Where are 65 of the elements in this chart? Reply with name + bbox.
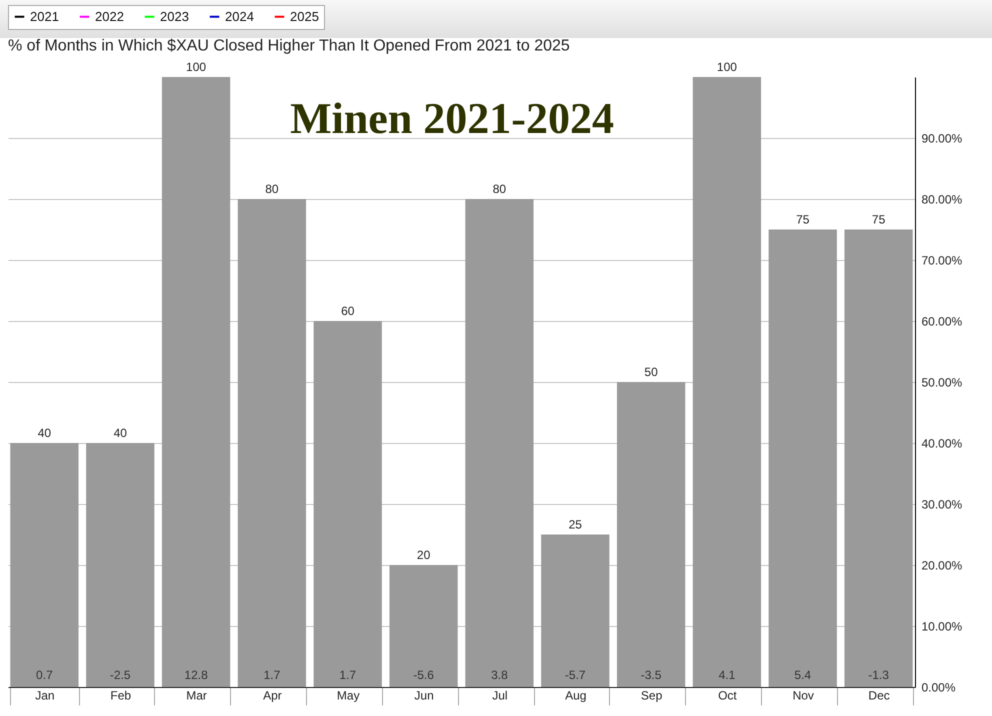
y-tick-label: 60.00%: [922, 314, 963, 328]
annotation: 5.4: [794, 668, 812, 682]
data-label: 40: [38, 426, 52, 440]
legend-label: 2025: [290, 8, 319, 24]
bar: [844, 230, 913, 687]
legend-label: 2021: [30, 8, 59, 24]
x-tick-label: Aug: [565, 688, 586, 702]
data-label: 40: [114, 426, 128, 440]
data-label: 50: [644, 365, 658, 379]
bar: [692, 77, 762, 687]
x-tick-label: Jan: [35, 688, 55, 702]
bar: [389, 565, 458, 687]
x-tick-label: Nov: [792, 688, 814, 702]
data-label: 80: [265, 182, 279, 196]
annotation: 12.8: [184, 668, 208, 682]
annotation: 1.7: [264, 668, 281, 682]
y-tick-label: 0.00%: [922, 680, 956, 694]
legend-label: 2023: [160, 8, 189, 24]
x-tick-label: Mar: [186, 688, 207, 702]
annotation: -2.5: [110, 668, 131, 682]
data-label: 25: [568, 518, 582, 532]
annotation: -5.7: [564, 668, 586, 682]
data-label: 100: [186, 60, 206, 74]
annotation: 0.7: [36, 668, 54, 682]
annotation: -5.6: [413, 668, 434, 682]
data-label: 100: [716, 60, 738, 74]
x-tick-label: Jun: [414, 688, 434, 702]
y-tick-label: 50.00%: [922, 376, 963, 390]
x-tick-label: Sep: [640, 688, 663, 702]
y-tick-label: 70.00%: [922, 254, 963, 268]
bar: [10, 443, 79, 687]
annotation: 3.8: [491, 668, 508, 682]
annotation: -1.3: [868, 668, 890, 682]
x-tick-label: Feb: [110, 688, 132, 702]
bar: [314, 321, 382, 687]
data-label: 75: [872, 212, 886, 226]
y-tick-label: 10.00%: [922, 620, 963, 634]
y-tick-label: 80.00%: [922, 192, 963, 206]
y-tick-label: 90.00%: [922, 132, 963, 146]
x-tick-label: May: [336, 688, 360, 702]
bar: [541, 534, 610, 687]
bar: [162, 77, 230, 687]
data-label: 75: [796, 212, 810, 226]
bar: [86, 443, 154, 687]
legend-label: 2022: [95, 8, 124, 24]
data-label: 80: [492, 182, 506, 196]
y-tick-label: 40.00%: [922, 436, 963, 450]
bar: [238, 199, 306, 687]
x-tick-label: Dec: [868, 688, 890, 702]
data-label: 20: [416, 548, 431, 562]
data-label: 60: [341, 304, 355, 318]
x-tick-label: Oct: [718, 688, 738, 702]
x-tick-label: Jul: [492, 688, 508, 702]
legend-label: 2024: [225, 8, 254, 24]
bar: [768, 230, 837, 687]
annotation: 4.1: [718, 668, 736, 682]
chart-title: % of Months in Which $XAU Closed Higher Than It Opened From 2021 to 2025: [8, 38, 570, 54]
annotation: Minen 2021-2024: [290, 94, 614, 143]
y-tick-label: 20.00%: [922, 558, 963, 572]
y-tick-label: 30.00%: [922, 498, 963, 512]
x-tick-label: Apr: [263, 688, 282, 702]
bar: [616, 382, 686, 687]
annotation: -3.5: [640, 668, 662, 682]
annotation: 1.7: [339, 668, 356, 682]
bar: [465, 199, 534, 687]
